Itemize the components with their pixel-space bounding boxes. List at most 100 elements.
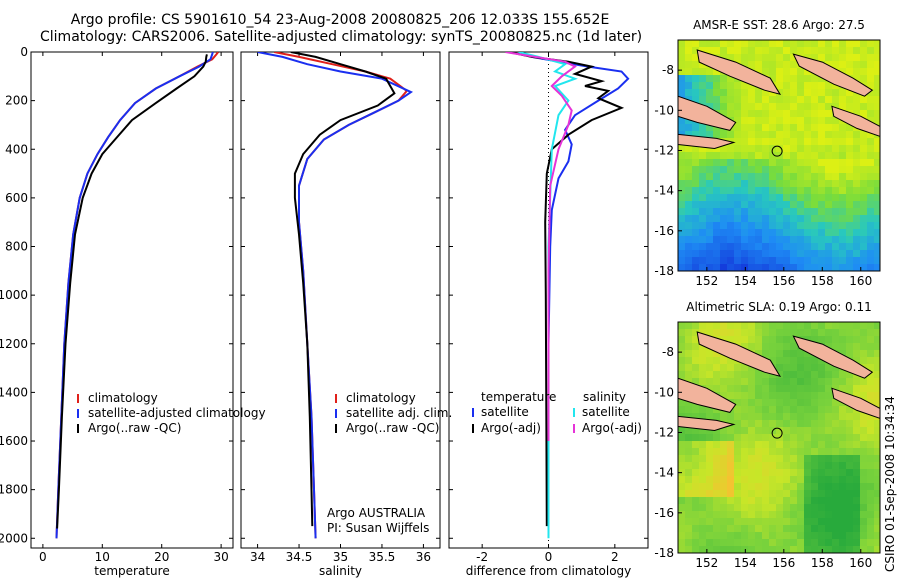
field-cell [783, 469, 791, 477]
field-cell [825, 371, 833, 379]
field-cell [776, 504, 784, 512]
field-cell [713, 434, 721, 442]
field-cell [804, 215, 812, 223]
field-cell [762, 264, 770, 271]
field-cell [783, 511, 791, 519]
field-cell [706, 434, 714, 442]
field-cell [713, 406, 721, 414]
field-cell [776, 257, 784, 265]
field-cell [867, 378, 875, 386]
field-cell [867, 476, 875, 484]
field-cell [720, 152, 728, 160]
field-cell [846, 96, 854, 104]
field-cell [762, 329, 770, 337]
field-cell [874, 399, 880, 407]
field-cell [860, 208, 868, 216]
field-cell [825, 166, 833, 174]
field-cell [783, 385, 791, 393]
field-cell [748, 392, 756, 400]
field-cell [720, 40, 728, 48]
field-cell [713, 441, 721, 449]
field-cell [706, 145, 714, 153]
field-cell [874, 194, 880, 202]
field-cell [762, 96, 770, 104]
field-cell [874, 257, 880, 265]
field-cell [720, 455, 728, 463]
field-cell [811, 504, 819, 512]
field-cell [874, 455, 880, 463]
field-cell [832, 82, 840, 90]
field-cell [846, 483, 854, 491]
field-cell [741, 420, 749, 428]
field-cell [797, 420, 805, 428]
series-line-2 [55, 52, 214, 539]
field-cell [846, 47, 854, 55]
field-cell [748, 229, 756, 237]
field-cell [853, 236, 861, 244]
field-cell [797, 448, 805, 456]
field-cell [860, 441, 868, 449]
field-cell [776, 264, 784, 271]
field-cell [790, 399, 798, 407]
field-cell [692, 257, 700, 265]
field-cell [867, 159, 875, 167]
field-cell [755, 166, 763, 174]
field-cell [874, 427, 880, 435]
field-cell [811, 406, 819, 414]
field-cell [853, 75, 861, 83]
x-tick-label: 35 [333, 550, 348, 564]
field-cell [776, 96, 784, 104]
field-cell [825, 138, 833, 146]
field-cell [811, 124, 819, 132]
field-cell [769, 448, 777, 456]
field-cell [818, 243, 826, 251]
field-cell [811, 413, 819, 421]
field-cell [685, 476, 693, 484]
field-cell [825, 518, 833, 526]
field-cell [769, 138, 777, 146]
field-cell [699, 518, 707, 526]
field-cell [783, 152, 791, 160]
field-cell [846, 257, 854, 265]
sla-field [678, 322, 880, 553]
field-cell [846, 68, 854, 76]
field-cell [797, 68, 805, 76]
field-cell [685, 215, 693, 223]
field-cell [769, 525, 777, 533]
field-cell [790, 546, 798, 553]
field-cell [825, 180, 833, 188]
field-cell [776, 378, 784, 386]
field-cell [769, 61, 777, 69]
series-line-2 [508, 52, 625, 527]
field-cell [741, 159, 749, 167]
x-axis-label: difference from climatology [466, 564, 632, 578]
field-cell [832, 322, 840, 330]
field-cell [678, 250, 686, 258]
field-cell [832, 546, 840, 553]
field-cell [734, 385, 742, 393]
field-cell [860, 264, 868, 271]
field-cell [685, 497, 693, 505]
field-cell [713, 322, 721, 330]
x-tick-label: 35.5 [369, 550, 396, 564]
field-cell [783, 399, 791, 407]
field-cell [783, 68, 791, 76]
field-cell [811, 187, 819, 195]
field-cell [825, 159, 833, 167]
field-cell [713, 124, 721, 132]
field-cell [839, 173, 847, 181]
field-cell [846, 222, 854, 230]
field-cell [706, 448, 714, 456]
field-cell [846, 497, 854, 505]
field-cell [839, 497, 847, 505]
field-cell [755, 138, 763, 146]
field-cell [769, 336, 777, 344]
field-cell [804, 68, 812, 76]
field-cell [839, 103, 847, 111]
field-cell [755, 229, 763, 237]
field-cell [839, 434, 847, 442]
field-cell [762, 236, 770, 244]
field-cell [734, 117, 742, 125]
field-cell [853, 469, 861, 477]
